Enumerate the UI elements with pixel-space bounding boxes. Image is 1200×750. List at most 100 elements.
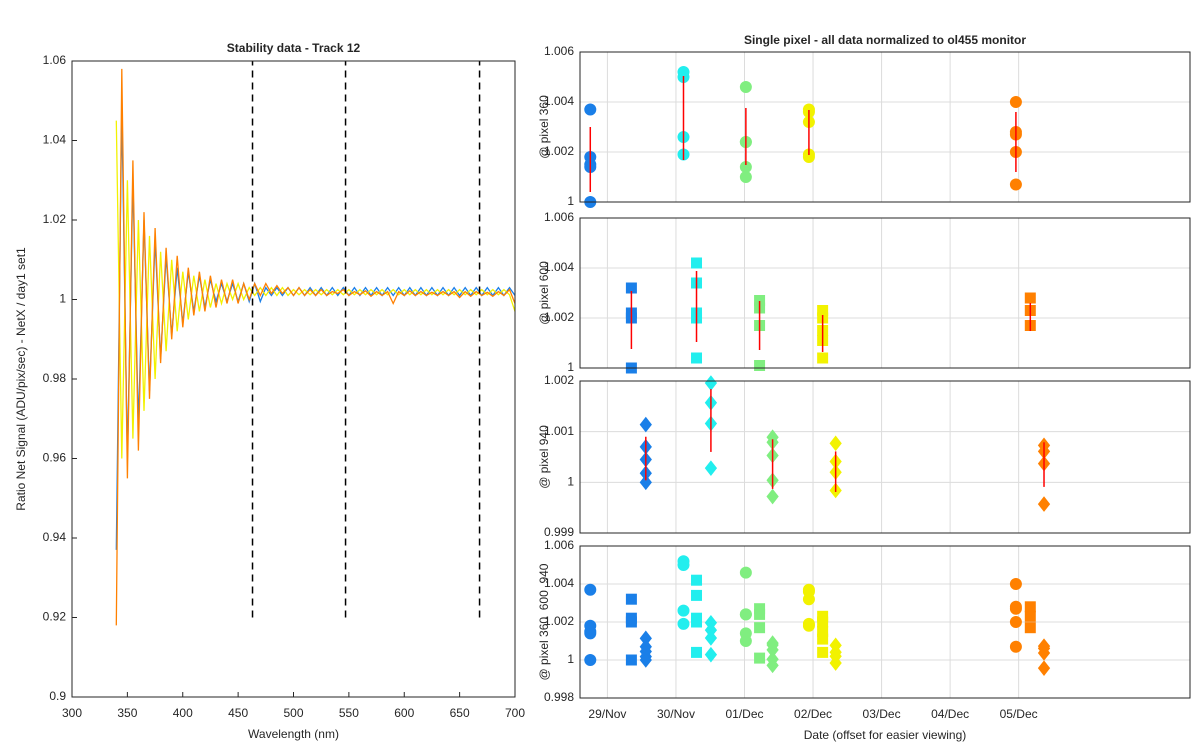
- y-axis-label: Ratio Net Signal (ADU/pix/sec) - NetX / …: [14, 247, 28, 511]
- marker: [1037, 496, 1051, 512]
- marker: [677, 604, 690, 617]
- x-tick-label: 03/Dec: [863, 707, 901, 721]
- marker: [704, 460, 718, 476]
- y-tick-label: 1.002: [544, 373, 574, 387]
- marker: [639, 416, 652, 433]
- data-line: [115, 68, 516, 626]
- y-tick-label: 0.94: [43, 530, 67, 544]
- data-line: [115, 120, 516, 459]
- marker: [754, 360, 766, 371]
- marker: [739, 635, 752, 647]
- marker: [691, 646, 703, 658]
- y-tick-label: 1.004: [544, 94, 574, 108]
- x-tick-label: 450: [228, 706, 248, 720]
- x-tick-label: 500: [283, 706, 303, 720]
- y-axis-label: @ pixel 360: [537, 95, 551, 159]
- plot-area: [580, 52, 1190, 202]
- marker: [754, 608, 766, 620]
- marker: [584, 103, 597, 116]
- marker: [817, 352, 829, 364]
- y-tick-label: 1.002: [544, 614, 574, 628]
- y-tick-label: 1.006: [544, 210, 574, 224]
- marker: [802, 593, 815, 606]
- chart-title: Stability data - Track 12: [227, 41, 361, 55]
- x-tick-label: 30/Nov: [657, 707, 695, 721]
- x-tick-label: 300: [62, 706, 82, 720]
- y-tick-label: 1.06: [43, 53, 67, 67]
- marker: [1024, 610, 1036, 622]
- marker: [1024, 601, 1036, 613]
- y-tick-label: 1: [567, 475, 574, 489]
- marker: [766, 657, 779, 674]
- x-tick-label: 29/Nov: [588, 707, 626, 721]
- marker: [739, 81, 752, 93]
- plot-area: [72, 61, 515, 697]
- marker: [1024, 622, 1036, 634]
- marker: [829, 435, 842, 452]
- marker: [1037, 660, 1051, 676]
- marker: [1009, 96, 1022, 108]
- y-tick-label: 1.006: [544, 44, 574, 58]
- marker: [1009, 640, 1022, 653]
- axes-frame: [71, 60, 516, 698]
- y-tick-label: 0.999: [544, 525, 574, 539]
- y-tick-label: 1.02: [43, 212, 67, 226]
- marker: [677, 559, 690, 571]
- marker: [625, 593, 637, 605]
- marker: [1009, 616, 1022, 628]
- y-tick-label: 1: [567, 360, 574, 374]
- marker: [829, 655, 842, 671]
- y-tick-label: 1.04: [43, 133, 67, 147]
- y-tick-label: 1.004: [544, 260, 574, 274]
- x-tick-label: 650: [450, 706, 470, 720]
- y-tick-label: 0.92: [43, 610, 67, 624]
- plot-area: [580, 381, 1190, 533]
- marker: [625, 654, 637, 666]
- y-axis-label: @ pixel 940: [537, 425, 551, 489]
- y-tick-label: 1.002: [544, 310, 574, 324]
- marker: [639, 652, 652, 668]
- x-tick-label: 350: [117, 706, 137, 720]
- marker: [739, 171, 752, 183]
- marker: [1009, 602, 1022, 615]
- x-axis-label: Wavelength (nm): [248, 727, 339, 741]
- y-axis-label: @ pixel 360 600 940: [537, 563, 551, 680]
- y-tick-label: 1.004: [544, 576, 574, 590]
- marker: [739, 608, 752, 621]
- axes-frame: [579, 545, 1191, 699]
- marker: [691, 574, 703, 586]
- x-tick-label: 600: [394, 706, 414, 720]
- marker: [802, 619, 815, 632]
- marker: [1024, 292, 1036, 304]
- axes-frame: [579, 217, 1191, 369]
- marker: [704, 630, 718, 646]
- axes-frame: [579, 51, 1191, 203]
- marker: [639, 474, 652, 491]
- x-axis-label: Date (offset for easier viewing): [804, 728, 967, 742]
- marker: [817, 616, 829, 628]
- marker: [1037, 645, 1051, 661]
- marker: [677, 617, 690, 630]
- y-tick-label: 0.998: [544, 690, 574, 704]
- marker: [625, 616, 637, 628]
- y-tick-label: 0.98: [43, 371, 67, 385]
- x-tick-label: 02/Dec: [794, 707, 832, 721]
- x-tick-label: 05/Dec: [1000, 707, 1038, 721]
- x-tick-label: 550: [339, 706, 359, 720]
- marker: [584, 627, 597, 640]
- plot-area: [580, 218, 1190, 368]
- marker: [704, 646, 718, 663]
- chart-title: Single pixel - all data normalized to ol…: [744, 33, 1026, 47]
- x-tick-label: 04/Dec: [931, 707, 969, 721]
- marker: [584, 583, 597, 596]
- y-tick-label: 1: [59, 292, 66, 306]
- marker: [691, 257, 703, 269]
- marker: [754, 652, 766, 664]
- marker: [817, 646, 829, 658]
- y-tick-label: 1.001: [544, 424, 574, 438]
- y-tick-label: 1: [567, 652, 574, 666]
- x-tick-label: 700: [505, 706, 525, 720]
- marker: [766, 488, 779, 505]
- axes-frame: [579, 380, 1191, 534]
